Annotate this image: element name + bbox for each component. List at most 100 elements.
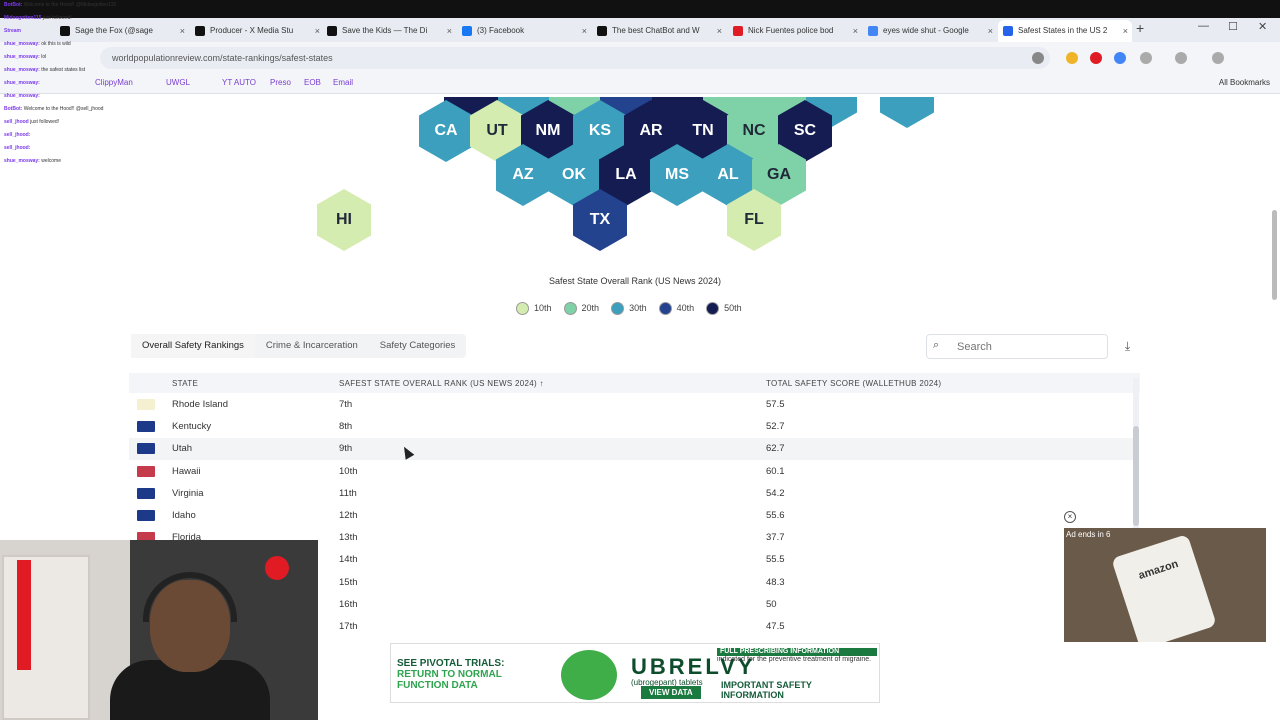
- bookmarks-bar: ClippyMan UWGL YT AUTO Preso EOB Email A…: [0, 74, 1280, 94]
- table-row[interactable]: 15th 48.3: [129, 572, 1133, 594]
- cell-score: 48.3: [766, 576, 785, 588]
- tab-favicon-icon: [597, 26, 607, 36]
- bookmark-item[interactable]: YT AUTO: [222, 78, 256, 87]
- tab-label: (3) Facebook: [477, 26, 525, 35]
- webcam-door: [2, 555, 90, 720]
- tab-favicon-icon: [327, 26, 337, 36]
- maximize-icon[interactable]: ☐: [1228, 21, 1238, 33]
- new-tab-button[interactable]: +: [1136, 20, 1145, 36]
- puzzle-icon[interactable]: [1140, 52, 1152, 64]
- tab-close-icon[interactable]: ×: [987, 26, 993, 36]
- cell-state[interactable]: Rhode Island: [172, 399, 228, 410]
- tab-close-icon[interactable]: ×: [581, 26, 587, 36]
- cell-rank: 11th: [339, 487, 357, 499]
- page-scrollbar-thumb[interactable]: [1272, 210, 1277, 300]
- legend-item[interactable]: 40th: [658, 301, 694, 315]
- menu-icon[interactable]: [1212, 52, 1224, 64]
- cell-state[interactable]: Idaho: [172, 510, 196, 521]
- bookmark-item[interactable]: ClippyMan: [95, 78, 133, 87]
- close-icon[interactable]: ×: [1064, 511, 1076, 523]
- table-scrollbar-thumb[interactable]: [1133, 426, 1139, 526]
- state-hex[interactable]: HI: [317, 189, 371, 251]
- bookmark-item[interactable]: EOB: [304, 78, 321, 87]
- search-input[interactable]: [926, 334, 1108, 359]
- tab-overall-safety[interactable]: Overall Safety Rankings: [131, 334, 255, 358]
- extension-icon[interactable]: [1090, 52, 1102, 64]
- table-row[interactable]: Idaho 12th 55.6: [129, 505, 1133, 527]
- extension-icon[interactable]: [1114, 52, 1126, 64]
- tab-label: Safest States in the US 2: [1018, 26, 1108, 35]
- table-row[interactable]: 16th 50: [129, 594, 1133, 616]
- state-flag-icon: [137, 487, 155, 499]
- ad-brand: UBRELVY: [631, 654, 756, 679]
- ad-headline: SEE PIVOTAL TRIALS: RETURN TO NORMAL FUN…: [397, 658, 504, 691]
- table-row[interactable]: Kentucky 8th 52.7: [129, 416, 1133, 438]
- column-header-score[interactable]: TOTAL SAFETY SCORE (WALLETHUB 2024): [766, 379, 942, 388]
- tab-close-icon[interactable]: ×: [179, 26, 185, 36]
- extension-icon[interactable]: [1066, 52, 1078, 64]
- browser-tab[interactable]: Nick Fuentes police bod ×: [728, 20, 862, 42]
- table-row[interactable]: Florida 13th 37.7: [129, 527, 1133, 549]
- minimize-icon[interactable]: —: [1198, 20, 1209, 32]
- table-row[interactable]: 14th 55.5: [129, 549, 1133, 571]
- video-ad[interactable]: amazon Ad ends in 6: [1064, 528, 1266, 642]
- chat-username: shue_mosway:: [4, 158, 40, 164]
- tab-close-icon[interactable]: ×: [1122, 26, 1128, 36]
- bookmark-item[interactable]: Preso: [270, 78, 291, 87]
- url-input[interactable]: worldpopulationreview.com/state-rankings…: [100, 47, 1050, 69]
- tab-safety-categories[interactable]: Safety Categories: [379, 340, 456, 351]
- cell-state[interactable]: Virginia: [172, 487, 204, 499]
- chat-message: shue_mosway: welcome: [4, 158, 259, 164]
- star-icon[interactable]: [1032, 52, 1044, 64]
- chat-text: just followed!: [30, 119, 60, 125]
- tab-crime-incarceration[interactable]: Crime & Incarceration: [265, 340, 358, 351]
- tab-favicon-icon: [195, 26, 205, 36]
- legend-item[interactable]: 20th: [563, 301, 599, 315]
- bookmark-item[interactable]: Email: [333, 78, 354, 87]
- browser-tab[interactable]: (3) Facebook ×: [457, 20, 591, 42]
- cell-state[interactable]: Utah: [172, 443, 193, 455]
- state-flag-icon: [137, 465, 155, 477]
- tab-close-icon[interactable]: ×: [716, 26, 722, 36]
- tab-label: eyes wide shut - Google: [883, 26, 969, 35]
- map-title: Safest State Overall Rank (US News 2024): [548, 276, 722, 286]
- chat-username: BotBot:: [4, 106, 23, 112]
- legend-label: 10th: [534, 303, 552, 313]
- cell-state[interactable]: Hawaii: [172, 465, 201, 477]
- browser-tab[interactable]: Safest States in the US 2 ×: [998, 20, 1132, 42]
- table-row[interactable]: Rhode Island 7th 57.5: [129, 394, 1133, 416]
- legend-item[interactable]: 10th: [516, 301, 552, 315]
- cell-state[interactable]: Florida: [172, 532, 202, 544]
- banner-ad[interactable]: SEE PIVOTAL TRIALS: RETURN TO NORMAL FUN…: [390, 643, 880, 703]
- cell-rank: 13th: [339, 532, 358, 544]
- legend-label: 30th: [629, 303, 647, 313]
- browser-tab[interactable]: Sage the Fox (@sage ×: [55, 20, 189, 42]
- close-window-icon[interactable]: ✕: [1258, 21, 1268, 33]
- table-row[interactable]: 17th 47.5: [129, 616, 1133, 638]
- browser-tab[interactable]: Save the Kids — The Di ×: [322, 20, 456, 42]
- table-row[interactable]: Utah 9th 62.7: [129, 438, 1133, 461]
- tab-close-icon[interactable]: ×: [852, 26, 858, 36]
- state-flag-icon: [137, 443, 155, 455]
- column-header-rank[interactable]: SAFEST STATE OVERALL RANK (US NEWS 2024)…: [339, 379, 544, 388]
- tab-close-icon[interactable]: ×: [446, 26, 452, 36]
- table-row[interactable]: Virginia 11th 54.2: [129, 483, 1133, 505]
- all-bookmarks-button[interactable]: All Bookmarks: [1218, 78, 1270, 87]
- tab-close-icon[interactable]: ×: [314, 26, 320, 36]
- browser-tab[interactable]: Producer - X Media Stu ×: [190, 20, 324, 42]
- cell-rank: 14th: [339, 554, 358, 566]
- chat-text: Welcome to the Hood!! @sell_jhood: [23, 106, 104, 112]
- sidebar-icon[interactable]: [1175, 52, 1187, 64]
- browser-tab[interactable]: The best ChatBot and W ×: [592, 20, 726, 42]
- gear-logo-icon: [561, 650, 617, 700]
- view-data-button[interactable]: VIEW DATA: [641, 686, 701, 699]
- bookmark-item[interactable]: UWGL: [166, 78, 190, 87]
- legend-item[interactable]: 50th: [706, 301, 742, 315]
- download-icon[interactable]: ⤓: [1124, 339, 1131, 353]
- browser-tab[interactable]: eyes wide shut - Google ×: [863, 20, 997, 42]
- cell-state[interactable]: Kentucky: [172, 421, 212, 433]
- column-header-state[interactable]: STATE: [172, 379, 199, 388]
- ad-rx-header[interactable]: FULL PRESCRIBING INFORMATION: [717, 648, 877, 656]
- table-row[interactable]: Hawaii 10th 60.1: [129, 461, 1133, 483]
- legend-item[interactable]: 30th: [611, 301, 647, 315]
